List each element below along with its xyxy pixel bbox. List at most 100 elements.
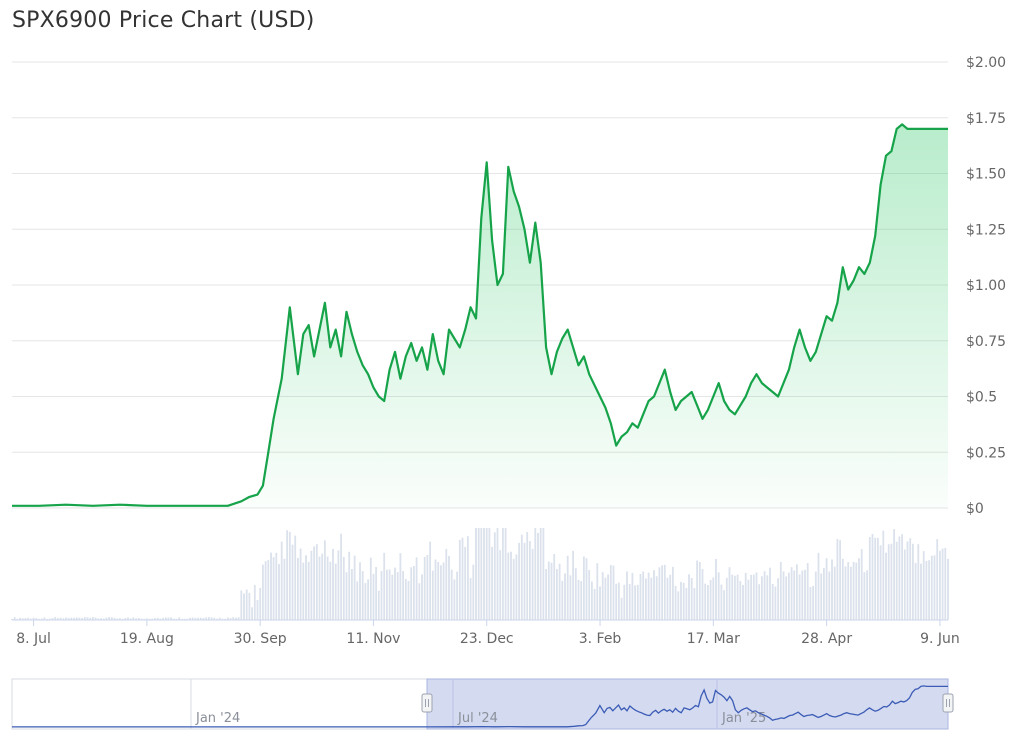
volume-bar — [477, 528, 480, 620]
volume-bar — [129, 618, 132, 620]
volume-bar — [634, 585, 636, 620]
volume-bar — [601, 572, 604, 620]
volume-bar — [202, 618, 205, 620]
volume-bar — [885, 552, 887, 620]
volume-bar — [294, 535, 297, 620]
volume-bar — [879, 545, 882, 620]
volume-bar — [434, 559, 437, 620]
y-tick-label: $0.75 — [966, 334, 1006, 350]
volume-bar — [475, 528, 477, 620]
volume-bar — [232, 617, 235, 620]
volume-bar — [183, 618, 186, 620]
volume-bar — [275, 552, 278, 620]
volume-bar — [507, 552, 510, 620]
volume-bar — [73, 617, 75, 620]
volume-bar — [151, 618, 154, 620]
volume-bar — [205, 617, 208, 620]
volume-bar — [132, 617, 135, 620]
volume-bar — [922, 551, 925, 620]
volume-bar — [302, 562, 305, 620]
volume-bar — [663, 564, 666, 620]
volume-bar — [51, 618, 54, 620]
volume-bar — [59, 617, 62, 620]
volume-bar — [57, 618, 59, 620]
volume-bar — [351, 569, 353, 620]
navigator-label: Jan '24 — [195, 711, 240, 726]
volume-bar — [893, 529, 895, 620]
volume-bar — [356, 581, 359, 620]
volume-bar — [645, 578, 647, 620]
volume-bar — [623, 584, 626, 620]
volume-bar — [755, 572, 758, 620]
volume-bar — [725, 577, 728, 620]
navigator-right-handle[interactable] — [942, 693, 954, 713]
volume-bar — [647, 572, 650, 620]
volume-bar — [661, 565, 663, 620]
volume-bar — [65, 617, 67, 620]
volume-bar — [936, 539, 939, 620]
volume-bar — [653, 570, 655, 620]
volume-bar — [140, 618, 143, 620]
volume-bar — [564, 573, 566, 620]
x-axis-labels: 8. Jul 19. Aug 30. Sep 11. Nov 23. Dec 3. Feb… — [12, 619, 960, 647]
navigator-selected-range[interactable] — [426, 678, 949, 730]
volume-bar — [383, 552, 386, 620]
volume-bar — [450, 569, 453, 620]
volume-bar — [426, 555, 429, 620]
volume-bar — [337, 550, 340, 620]
volume-bar — [510, 551, 512, 620]
volume-bar — [858, 558, 860, 620]
volume-bar — [685, 587, 688, 620]
volume-bar — [682, 582, 685, 620]
volume-bar — [283, 558, 286, 620]
volume-bar — [812, 586, 814, 620]
volume-bar — [367, 579, 369, 620]
volume-bar — [369, 557, 372, 620]
volume-bar — [914, 563, 917, 620]
volume-bar — [868, 537, 871, 620]
volume-bar — [413, 566, 415, 620]
volume-bar — [480, 528, 483, 620]
volume-bar — [518, 542, 520, 620]
volume-bar — [248, 592, 251, 620]
volume-bar — [728, 567, 731, 620]
navigator[interactable]: Jan '24 Jul '24 Jan '25 — [11, 678, 954, 730]
volume-bar — [658, 567, 661, 620]
volume-bar — [739, 581, 742, 620]
volume-bar — [758, 584, 761, 620]
volume-bar — [766, 575, 769, 620]
volume-bar — [329, 561, 332, 620]
volume-bar — [221, 618, 224, 620]
y-tick-label: $1.75 — [966, 111, 1006, 127]
price-line — [12, 123, 948, 507]
volume-bar — [288, 531, 291, 620]
y-tick-label: $0.5 — [966, 390, 997, 406]
volume-bar — [305, 555, 307, 620]
volume-bar — [520, 534, 523, 620]
volume-bar — [512, 558, 515, 620]
volume-bar — [264, 561, 267, 620]
volume-bar — [777, 578, 779, 620]
volume-bar — [499, 550, 502, 620]
volume-bar — [574, 568, 577, 620]
volume-bar — [332, 548, 334, 620]
volume-bar — [137, 618, 140, 620]
volume-bar — [593, 588, 596, 620]
volume-bar — [440, 565, 442, 620]
volume-bar — [448, 555, 450, 620]
volume-bar — [860, 549, 863, 620]
volume-bar — [742, 585, 744, 620]
volume-bar — [272, 557, 275, 620]
volume-bar — [736, 574, 739, 620]
navigator-line — [12, 685, 948, 728]
navigator-left-handle[interactable] — [421, 693, 433, 713]
y-tick-label: $0 — [966, 501, 984, 517]
volume-bar — [833, 566, 836, 620]
y-tick-label: $1.00 — [966, 278, 1006, 294]
volume-bar — [591, 581, 593, 620]
volume-bar — [92, 617, 94, 620]
volume-bar — [396, 572, 399, 620]
volume-bar — [693, 588, 696, 620]
volume-bar — [127, 617, 129, 620]
